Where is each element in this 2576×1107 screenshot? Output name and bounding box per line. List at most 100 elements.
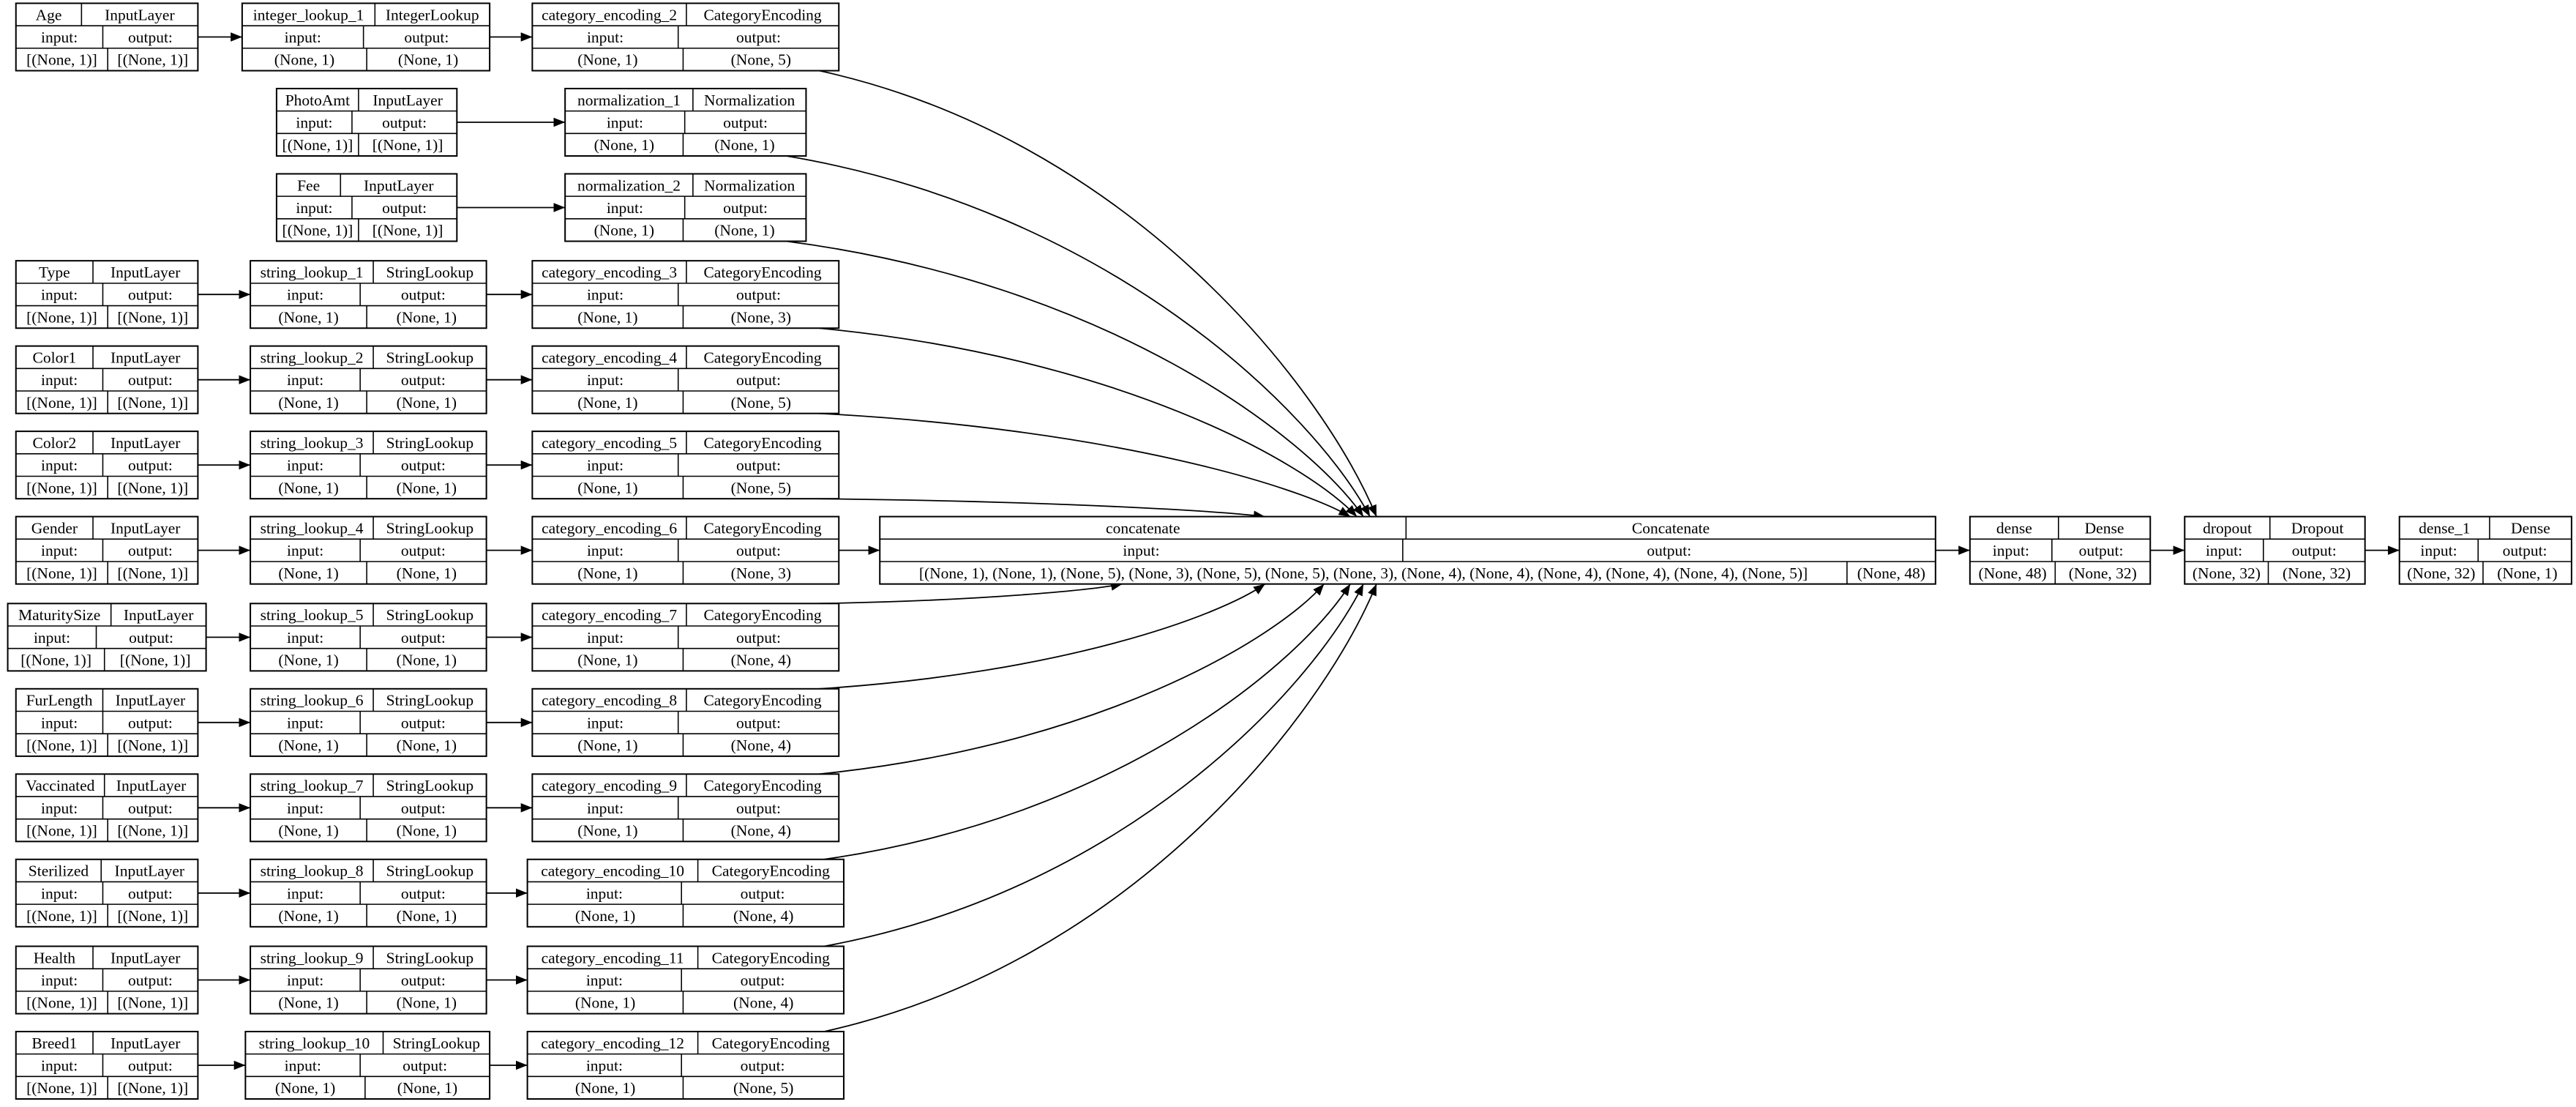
layer-node-string-lookup-7[interactable]: string_lookup_7 StringLookup input: output:… (250, 773, 487, 843)
node-border (15, 430, 199, 500)
layer-node-category-encoding-8[interactable]: category_encoding_8 CategoryEncoding input… (531, 687, 840, 757)
edge-category_encoding_11-to-concatenate (823, 584, 1364, 947)
input-shape: (None, 1) (577, 51, 637, 69)
layer-node-string-lookup-3[interactable]: string_lookup_3 StringLookup input: output:… (250, 430, 487, 500)
layer-node-category-encoding-9[interactable]: category_encoding_9 CategoryEncoding input… (531, 773, 840, 843)
layer-node-Age[interactable]: Age InputLayer input: output: [(None, 1)] [(N… (15, 2, 199, 72)
node-border (531, 260, 840, 329)
input-label: input: (586, 1056, 623, 1074)
input-label: input: (287, 629, 323, 646)
layer-node-string-lookup-8[interactable]: string_lookup_8 StringLookup input: output:… (250, 858, 487, 928)
input-label: input: (586, 972, 623, 989)
input-shape: (None, 1) (577, 822, 637, 840)
output-shape: [(None, 1)] (117, 564, 188, 582)
layer-type: CategoryEncoding (703, 434, 821, 452)
layer-node-Color2[interactable]: Color2 InputLayer input: output: [(None, 1)]… (15, 430, 199, 500)
layer-node-Breed1[interactable]: Breed1 InputLayer input: output: [(None, 1)]… (15, 1030, 199, 1100)
layer-node-Health[interactable]: Health InputLayer input: output: [(None, 1)]… (15, 945, 199, 1015)
layer-node-category-encoding-3[interactable]: category_encoding_3 CategoryEncoding input… (531, 260, 840, 329)
layer-node-dense-1[interactable]: dense_1 Dense input: output: (None, 32) (None… (2398, 515, 2572, 585)
node-border (15, 1030, 199, 1100)
node-border (7, 603, 207, 672)
output-label: output: (382, 199, 427, 217)
layer-type: StringLookup (386, 692, 473, 709)
layer-node-MaturitySize[interactable]: MaturitySize InputLayer input: output: [(Non… (7, 603, 207, 672)
layer-type: IntegerLookup (386, 6, 479, 23)
layer-node-normalization-1[interactable]: normalization_1 Normalization input: output… (564, 87, 807, 157)
node-border (275, 87, 458, 157)
layer-node-PhotoAmt[interactable]: PhotoAmt InputLayer input: output: [(None, 1… (275, 87, 458, 157)
layer-name: Breed1 (31, 1035, 77, 1052)
input-shape: (None, 1) (575, 1079, 635, 1097)
node-border (531, 430, 840, 500)
layer-node-string-lookup-4[interactable]: string_lookup_4 StringLookup input: output:… (250, 515, 487, 585)
layer-node-category-encoding-10[interactable]: category_encoding_10 CategoryEncoding inpu… (526, 858, 845, 928)
layer-node-string-lookup-10[interactable]: string_lookup_10 StringLookup input: output… (244, 1030, 491, 1100)
input-label: input: (287, 972, 323, 989)
input-label: input: (587, 629, 624, 646)
layer-node-category-encoding-7[interactable]: category_encoding_7 CategoryEncoding input… (531, 603, 840, 672)
input-label: input: (41, 800, 78, 817)
output-shape: (None, 3) (731, 308, 791, 326)
layer-node-category-encoding-6[interactable]: category_encoding_6 CategoryEncoding input… (531, 515, 840, 585)
node-border (275, 173, 458, 242)
layer-name: Sterilized (29, 862, 89, 880)
layer-node-string-lookup-1[interactable]: string_lookup_1 StringLookup input: output:… (250, 260, 487, 329)
layer-node-category-encoding-11[interactable]: category_encoding_11 CategoryEncoding inpu… (526, 945, 845, 1015)
input-label: input: (2420, 542, 2457, 559)
layer-node-Fee[interactable]: Fee InputLayer input: output: [(None, 1)] [(N… (275, 173, 458, 242)
layer-type: StringLookup (386, 434, 473, 452)
output-label: output: (402, 1056, 447, 1074)
input-shape: [(None, 1)] (20, 652, 91, 669)
layer-name: FurLength (26, 692, 93, 709)
node-border (250, 515, 487, 585)
node-border (531, 603, 840, 672)
layer-node-Gender[interactable]: Gender InputLayer input: output: [(None, 1)]… (15, 515, 199, 585)
output-label: output: (736, 286, 781, 304)
layer-name: MaturitySize (18, 606, 100, 624)
edge-category_encoding_5-to-concatenate (819, 498, 1265, 520)
layer-node-Type[interactable]: Type InputLayer input: output: [(None, 1)] [(… (15, 260, 199, 329)
input-label: input: (587, 371, 624, 389)
layer-type: InputLayer (111, 264, 181, 281)
input-shape: [(None, 1)] (26, 51, 97, 69)
input-shape: (None, 1) (278, 308, 338, 326)
layer-node-Sterilized[interactable]: Sterilized InputLayer input: output: [(None,… (15, 858, 199, 928)
layer-node-normalization-2[interactable]: normalization_2 Normalization input: output… (564, 173, 807, 242)
layer-node-FurLength[interactable]: FurLength InputLayer input: output: [(None, … (15, 687, 199, 757)
layer-node-dropout[interactable]: dropout Dropout input: output: (None, 32) (No… (2184, 515, 2366, 585)
output-label: output: (128, 884, 173, 902)
layer-node-dense[interactable]: dense Dense input: output: (None, 48) (None, … (1969, 515, 2152, 585)
output-label: output: (401, 542, 446, 559)
layer-type: InputLayer (372, 92, 443, 109)
output-shape: (None, 1) (2497, 564, 2557, 582)
layer-node-string-lookup-5[interactable]: string_lookup_5 StringLookup input: output:… (250, 603, 487, 672)
layer-node-category-encoding-12[interactable]: category_encoding_12 CategoryEncoding inpu… (526, 1030, 845, 1100)
layer-type: InputLayer (111, 519, 181, 537)
layer-node-Vaccinated[interactable]: Vaccinated InputLayer input: output: [(None,… (15, 773, 199, 843)
layer-type: CategoryEncoding (703, 519, 821, 537)
output-label: output: (401, 800, 446, 817)
layer-node-category-encoding-2[interactable]: category_encoding_2 CategoryEncoding input… (531, 2, 840, 72)
layer-type: InputLayer (116, 692, 186, 709)
layer-type: InputLayer (111, 434, 181, 452)
layer-node-concatenate[interactable]: concatenate Concatenate input: output: [(Non… (879, 515, 1936, 585)
layer-type: Concatenate (1632, 519, 1710, 537)
layer-node-category-encoding-4[interactable]: category_encoding_4 CategoryEncoding input… (531, 345, 840, 414)
layer-node-string-lookup-6[interactable]: string_lookup_6 StringLookup input: output:… (250, 687, 487, 757)
input-shape: (None, 1) (278, 994, 338, 1012)
output-shape: [(None, 1)] (117, 907, 188, 925)
layer-type: InputLayer (111, 1035, 181, 1052)
node-border (15, 345, 199, 414)
layer-type: Normalization (704, 176, 795, 194)
input-shape: (None, 1) (577, 564, 637, 582)
layer-node-category-encoding-5[interactable]: category_encoding_5 CategoryEncoding input… (531, 430, 840, 500)
input-shape: (None, 1) (594, 222, 654, 239)
layer-node-string-lookup-2[interactable]: string_lookup_2 StringLookup input: output:… (250, 345, 487, 414)
layer-node-integer-lookup-1[interactable]: integer_lookup_1 IntegerLookup input: outpu… (241, 2, 491, 72)
layer-node-Color1[interactable]: Color1 InputLayer input: output: [(None, 1)]… (15, 345, 199, 414)
input-label: input: (1993, 542, 2029, 559)
layer-node-string-lookup-9[interactable]: string_lookup_9 StringLookup input: output:… (250, 945, 487, 1015)
layer-name: PhotoAmt (285, 92, 350, 109)
output-shape: (None, 4) (731, 822, 791, 840)
